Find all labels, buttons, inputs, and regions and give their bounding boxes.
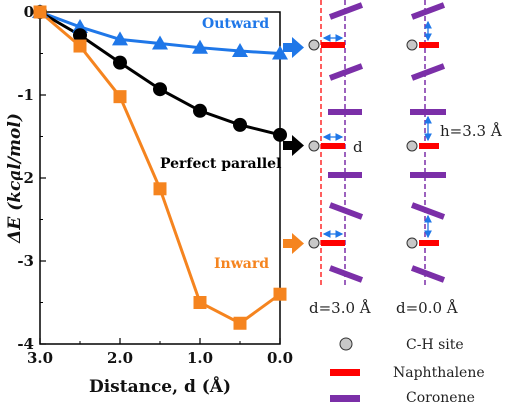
data-point-inward: [153, 182, 167, 196]
data-point-outward: [72, 18, 88, 33]
data-point-inward: [233, 316, 247, 330]
naphthalene-icon: [321, 240, 345, 246]
column-caption-d30: d=3.0 Å: [309, 299, 371, 317]
ch-site-icon: [308, 140, 320, 152]
schematic-row-outward: [308, 2, 446, 81]
naphthalene-icon: [321, 42, 345, 48]
legend-label-coronene: Coronene: [406, 390, 475, 406]
legend-label-naphthalene: Naphthalene: [393, 365, 485, 381]
series-markers: [32, 4, 288, 330]
ch-site-icon: [308, 237, 320, 249]
coronene-icon: [410, 63, 446, 81]
ch-site-icon: [406, 140, 418, 152]
label-h: h=3.3 Å: [440, 122, 502, 140]
coronene-icon: [328, 2, 364, 20]
data-point-perfect-parallel: [233, 117, 247, 132]
coronene-icon: [330, 395, 360, 402]
data-point-inward: [193, 296, 207, 309]
ticks: 0 -1 -2 -3 -43.0 2.0 1.0 0.0: [17, 3, 293, 367]
x-tick-label: 3.0: [27, 349, 53, 367]
x-tick-label: 1.0: [187, 349, 213, 367]
data-point-outward: [192, 39, 208, 54]
coronene-icon: [328, 63, 364, 81]
x-tick-label: 0.0: [267, 349, 293, 367]
coronene-icon: [410, 2, 446, 20]
column-caption-d00: d=0.0 Å: [396, 299, 458, 317]
naphthalene-icon: [321, 143, 345, 149]
data-point-outward: [112, 31, 128, 46]
schematic-row-parallel: d h=3.3 Å: [308, 109, 502, 178]
x-tick-label: 2.0: [107, 349, 133, 367]
data-point-inward: [113, 90, 127, 104]
data-point-perfect-parallel: [113, 55, 127, 70]
data-point-outward: [232, 43, 248, 58]
ch-site-icon: [339, 337, 353, 351]
naphthalene-icon: [419, 240, 439, 246]
y-tick-label: 0: [24, 3, 34, 21]
data-point-perfect-parallel: [153, 82, 167, 97]
series-label-inward: Inward: [214, 256, 269, 272]
data-point-inward: [33, 5, 47, 19]
chart: 0 -1 -2 -3 -43.0 2.0 1.0 0.0 Outward Perfect pa…: [5, 3, 293, 397]
schematic-row-inward: [308, 202, 446, 283]
coronene-icon: [410, 202, 446, 220]
naphthalene-icon: [330, 369, 360, 376]
data-point-perfect-parallel: [73, 28, 87, 43]
data-point-outward: [152, 35, 168, 50]
data-point-inward: [73, 39, 87, 53]
coronene-icon: [328, 265, 364, 283]
y-tick-label: -2: [17, 169, 34, 187]
coronene-icon: [410, 265, 446, 283]
y-tick-label: -1: [17, 86, 34, 104]
ch-site-icon: [406, 39, 418, 51]
ch-site-icon: [406, 237, 418, 249]
series-label-outward: Outward: [202, 16, 269, 32]
legend-label-ch-site: C-H site: [406, 337, 464, 353]
y-tick-label: -3: [17, 252, 34, 270]
x-axis-title: Distance, d (Å): [89, 375, 231, 397]
arrow-inward-icon: [283, 233, 304, 254]
legend: C-H site Naphthalene Coronene: [330, 337, 485, 406]
data-point-perfect-parallel: [273, 127, 287, 142]
y-tick-label: -4: [17, 335, 34, 353]
arrow-parallel-icon: [283, 135, 304, 156]
naphthalene-icon: [419, 42, 439, 48]
label-d: d: [353, 138, 363, 156]
naphthalene-icon: [419, 143, 439, 149]
plot-frame: [39, 11, 281, 345]
data-point-inward: [273, 287, 287, 301]
arrow-outward-icon: [283, 37, 304, 58]
data-point-outward: [272, 45, 288, 60]
ch-site-icon: [308, 39, 320, 51]
data-point-perfect-parallel: [193, 103, 207, 118]
coronene-icon: [328, 202, 364, 220]
y-axis-title: ΔE (kcal/mol): [5, 113, 25, 244]
series-label-parallel: Perfect parallel: [160, 156, 281, 172]
pointer-arrows: [283, 37, 304, 254]
schematic: d h=3.3 Å d=3.0 Å d=0.0 Å: [308, 0, 502, 317]
